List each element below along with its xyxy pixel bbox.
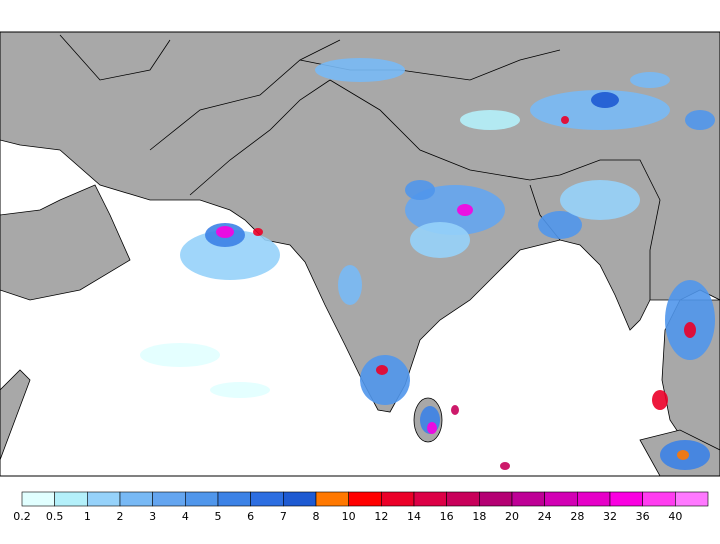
map	[0, 31, 720, 477]
colorbar-box	[446, 491, 480, 507]
precip-blob	[315, 58, 405, 82]
colorbar-label: 14	[407, 510, 421, 523]
colorbar-box	[381, 491, 415, 507]
precip-blob	[630, 72, 670, 88]
colorbar-label: 8	[313, 510, 320, 523]
precip-blob	[210, 382, 270, 398]
map-frame	[0, 31, 720, 477]
precip-blob	[560, 180, 640, 220]
precip-blob	[500, 462, 510, 470]
colorbar-label: 2	[117, 510, 124, 523]
colorbar-label: 12	[374, 510, 388, 523]
colorbar-label: 18	[472, 510, 486, 523]
border	[149, 39, 341, 151]
precip-blob	[360, 355, 410, 405]
precip-blob	[652, 390, 668, 410]
colorbar-label: 0.5	[46, 510, 64, 523]
colorbar-label: 28	[570, 510, 584, 523]
colorbar-label: 0.2	[13, 510, 31, 523]
colorbar-box	[87, 491, 121, 507]
colorbar-box	[21, 491, 55, 507]
colorbar-box	[152, 491, 186, 507]
colorbar-box	[577, 491, 611, 507]
colorbar-box	[511, 491, 545, 507]
colorbar: 0.2 0.5 1 2 3 4 5 6 7 8 10 12 14 16 18 20 24 28 32 36 40	[13, 491, 709, 523]
colorbar-box	[217, 491, 251, 507]
colorbar-box	[315, 491, 349, 507]
colorbar-label: 36	[636, 510, 650, 523]
precip-blob	[538, 211, 582, 239]
precip-blob	[253, 228, 263, 236]
colorbar-box	[348, 491, 382, 507]
precip-blob	[591, 92, 619, 108]
precip-blob	[451, 405, 459, 415]
precipitation	[140, 58, 715, 470]
colorbar-box	[250, 491, 284, 507]
border	[329, 79, 561, 181]
colorbar-box	[642, 491, 676, 507]
colorbar-box	[185, 491, 219, 507]
colorbar-label: 6	[247, 510, 254, 523]
colorbar-label: 3	[149, 510, 156, 523]
border	[559, 159, 661, 300]
precip-blob	[685, 110, 715, 130]
precip-blob	[405, 180, 435, 200]
land-africa	[0, 369, 31, 461]
precip-blob	[457, 204, 473, 216]
colorbar-label: 24	[538, 510, 552, 523]
precip-blob	[338, 265, 362, 305]
colorbar-label: 16	[440, 510, 454, 523]
colorbar-box	[544, 491, 578, 507]
colorbar-box	[413, 491, 447, 507]
precip-blob	[140, 343, 220, 367]
border	[189, 79, 331, 196]
precip-blob	[677, 450, 689, 460]
precip-blob	[665, 280, 715, 360]
colorbar-label: 20	[505, 510, 519, 523]
colorbar-label: 5	[215, 510, 222, 523]
colorbar-label: 1	[84, 510, 91, 523]
colorbar-box	[119, 491, 153, 507]
colorbar-box	[54, 491, 88, 507]
precip-blob	[405, 185, 505, 235]
precip-blob	[180, 230, 280, 280]
colorbar-label: 32	[603, 510, 617, 523]
precip-blob	[376, 365, 388, 375]
precip-blob	[410, 222, 470, 258]
precip-blob	[460, 110, 520, 130]
land-arabia	[0, 184, 131, 301]
precip-blob	[216, 226, 234, 238]
colorbar-label: 7	[280, 510, 287, 523]
colorbar-box	[479, 491, 513, 507]
land-asia	[0, 31, 720, 477]
colorbar-box	[675, 491, 709, 507]
border	[59, 34, 171, 81]
precip-blob	[427, 422, 437, 434]
colorbar-label: 4	[182, 510, 189, 523]
precip-blob	[684, 322, 696, 338]
precip-blob	[561, 116, 569, 124]
colorbar-box	[283, 491, 317, 507]
colorbar-box	[609, 491, 643, 507]
colorbar-label: 40	[668, 510, 682, 523]
colorbar-label: 10	[342, 510, 356, 523]
